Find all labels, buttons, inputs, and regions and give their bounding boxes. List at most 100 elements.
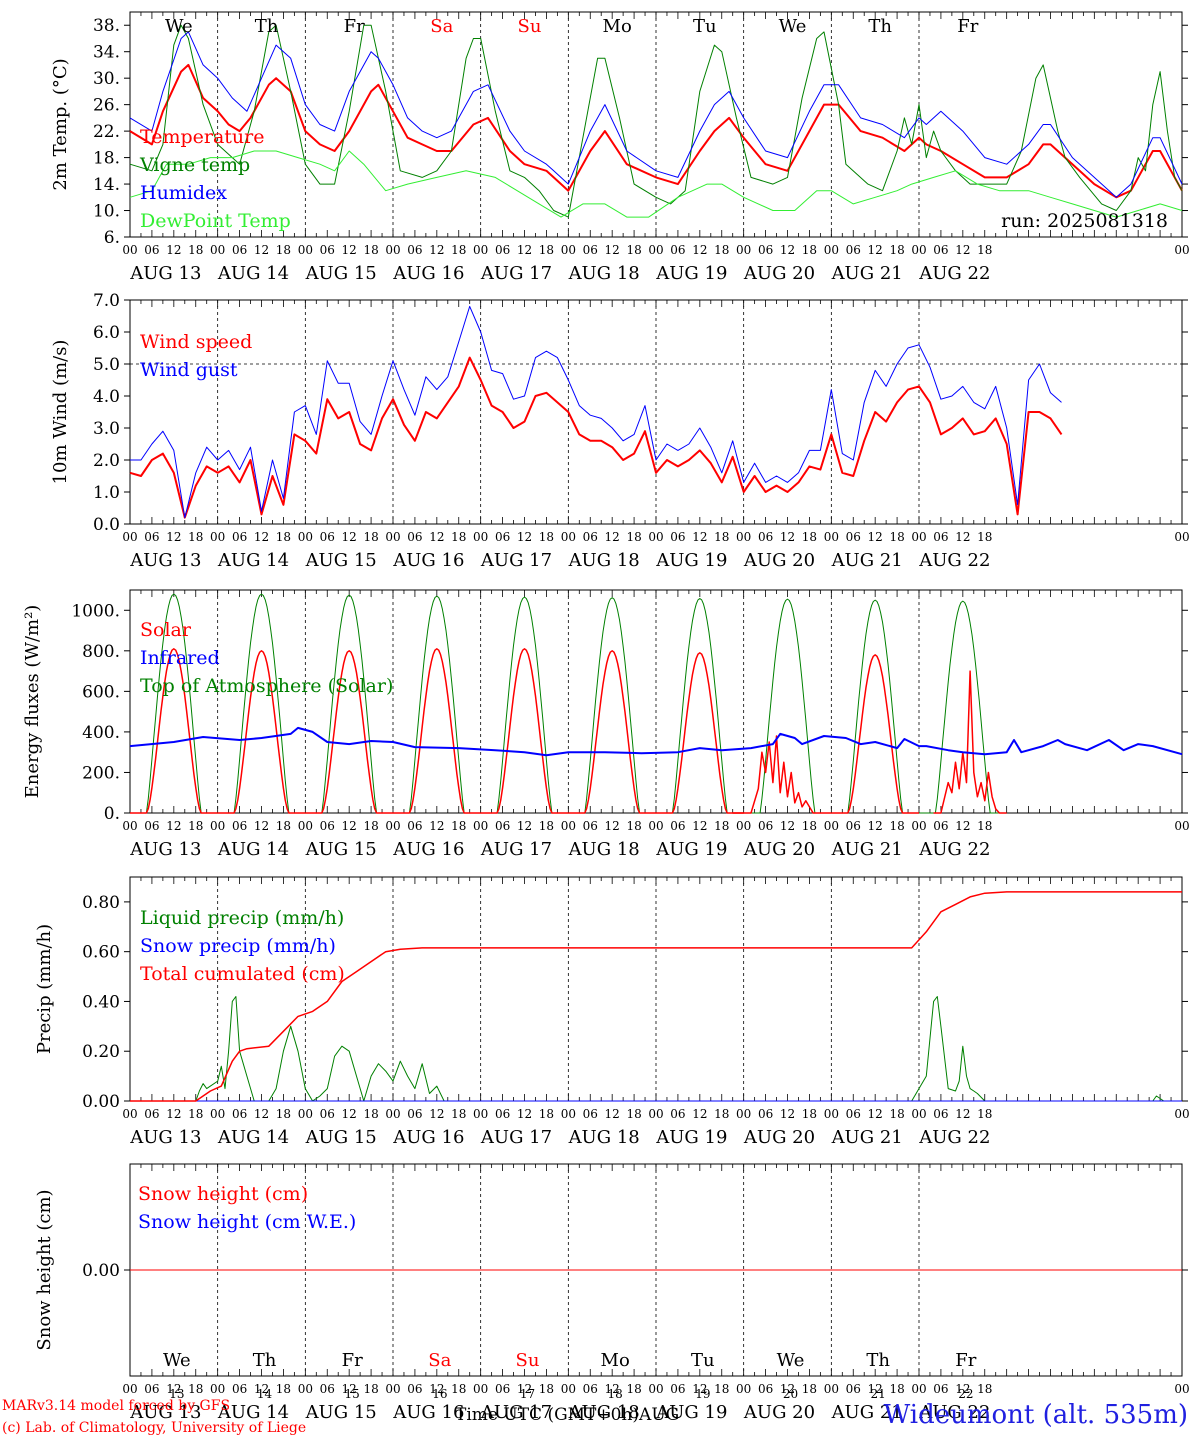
x-hour-tick-label: 12 xyxy=(342,530,357,544)
legend-entry-3: Total cumulated (cm) xyxy=(140,963,345,985)
x-hour-tick-label: 12 xyxy=(166,530,181,544)
x-hour-tick-label: 12 xyxy=(517,530,532,544)
toa-solar-line xyxy=(919,600,1007,814)
x-hour-tick-label: 12 xyxy=(692,530,707,544)
x-hour-tick-label: 12 xyxy=(955,243,970,257)
x-date-label: AUG 19 xyxy=(655,1127,727,1148)
x-hour-tick-label: 18 xyxy=(889,243,904,257)
x-hour-tick-label: 00 xyxy=(210,530,225,544)
day-of-week-label: Mo xyxy=(601,1350,630,1371)
x-hour-tick-label: 00 xyxy=(122,1382,137,1396)
day-of-week-label: We xyxy=(777,1350,805,1371)
x-hour-tick-label: 18 xyxy=(802,819,817,833)
x-hour-tick-label: 06 xyxy=(232,819,247,833)
x-hour-tick-label: 18 xyxy=(626,1382,641,1396)
day-of-week-label: Sa xyxy=(430,16,453,37)
x-date-label: AUG 17 xyxy=(480,550,552,571)
x-hour-tick-label: 00 xyxy=(561,243,576,257)
x-date-label: AUG 13 xyxy=(129,263,201,284)
y-tick-label: 0.60 xyxy=(82,943,120,963)
x-date-label: AUG 17 xyxy=(480,263,552,284)
x-hour-tick-label: 06 xyxy=(933,1107,948,1121)
x-hour-tick-label: 12 xyxy=(254,819,269,833)
x-hour-tick-label: 12 xyxy=(605,1382,620,1396)
run-label: run: 2025081318 xyxy=(1001,210,1168,232)
x-hour-tick-label: 06 xyxy=(583,1382,598,1396)
x-hour-tick-label: 00 xyxy=(648,243,663,257)
x-date-label: AUG 19 xyxy=(655,1402,727,1423)
x-hour-tick-label: 18 xyxy=(188,819,203,833)
x-date-label: AUG 22 xyxy=(918,550,990,571)
series-line-2 xyxy=(129,24,1183,218)
x-date-label: AUG 17 xyxy=(480,1402,552,1423)
x-hour-tick-label: 12 xyxy=(780,530,795,544)
x-date-label: AUG 13 xyxy=(129,839,201,860)
y-tick-label: 200. xyxy=(82,763,120,783)
x-date-label: AUG 20 xyxy=(743,839,815,860)
x-hour-tick-label: 12 xyxy=(254,1107,269,1121)
x-date-label: AUG 22 xyxy=(918,839,990,860)
day-of-week-label: Fr xyxy=(344,16,365,37)
x-hour-tick-label: 18 xyxy=(539,530,554,544)
x-hour-tick-label: 12 xyxy=(955,819,970,833)
day-of-week-label: Th xyxy=(253,1350,277,1371)
x-hour-tick-label: 12 xyxy=(517,1107,532,1121)
x-hour-tick-label: 18 xyxy=(714,819,729,833)
x-date-label: AUG 16 xyxy=(392,550,464,571)
x-axis-month: AUG xyxy=(639,1405,680,1425)
x-hour-tick-label: 18 xyxy=(714,1382,729,1396)
legend-entry-1: Liquid precip (mm/h) xyxy=(140,907,344,929)
x-date-label: AUG 20 xyxy=(743,1402,815,1423)
x-hour-tick-label: 06 xyxy=(933,819,948,833)
x-hour-tick-label: 06 xyxy=(846,1107,861,1121)
y-tick-label: 400. xyxy=(82,723,120,743)
x-hour-tick-label: 06 xyxy=(407,1382,422,1396)
x-hour-tick-label: 12 xyxy=(605,1107,620,1121)
y-tick-label: 6.0 xyxy=(93,323,120,343)
x-hour-tick-label: 00 xyxy=(385,819,400,833)
x-hour-tick-label: 06 xyxy=(670,819,685,833)
x-hour-tick-label: 06 xyxy=(144,819,159,833)
solar-line xyxy=(480,648,569,814)
x-axis-title: Time UTC (GMT+0h)AUG xyxy=(455,1405,679,1425)
x-hour-tick-label: 06 xyxy=(407,1107,422,1121)
x-hour-tick-label: 00 xyxy=(473,1107,488,1121)
day-number-label: 18 xyxy=(608,1387,623,1401)
x-hour-tick-label: 18 xyxy=(363,1107,378,1121)
x-hour-tick-label: 00 xyxy=(736,1382,751,1396)
y-tick-label: 10. xyxy=(93,202,120,222)
x-date-label: AUG 16 xyxy=(392,1402,464,1423)
x-hour-tick-label: 06 xyxy=(846,1382,861,1396)
x-date-label: AUG 21 xyxy=(831,550,903,571)
x-hour-tick-label: 12 xyxy=(692,819,707,833)
x-hour-tick-label: 00 xyxy=(648,1382,663,1396)
x-date-label: AUG 21 xyxy=(831,839,903,860)
x-hour-tick-label: 06 xyxy=(583,819,598,833)
x-hour-tick-label: 00 xyxy=(1174,1382,1189,1396)
x-hour-tick-label: 06 xyxy=(320,1107,335,1121)
x-hour-tick-label: 06 xyxy=(495,1107,510,1121)
solar-line xyxy=(305,650,393,814)
x-hour-tick-label: 12 xyxy=(254,1382,269,1396)
x-hour-tick-label: 06 xyxy=(320,1382,335,1396)
x-hour-tick-label: 00 xyxy=(122,819,137,833)
x-hour-tick-label: 06 xyxy=(583,530,598,544)
x-hour-tick-label: 00 xyxy=(1174,530,1189,544)
day-number-label: 20 xyxy=(783,1387,798,1401)
solar-line xyxy=(933,670,1007,814)
legend-entry-3: Humidex xyxy=(140,182,227,204)
x-hour-tick-label: 12 xyxy=(254,530,269,544)
x-date-label: AUG 18 xyxy=(568,1127,640,1148)
x-hour-tick-label: 18 xyxy=(188,1382,203,1396)
x-hour-tick-label: 06 xyxy=(933,243,948,257)
x-hour-tick-label: 12 xyxy=(517,819,532,833)
legend-entry-2: Vigne temp xyxy=(139,154,250,176)
day-of-week-label: Th xyxy=(868,16,892,37)
x-hour-tick-label: 00 xyxy=(122,530,137,544)
x-hour-tick-label: 00 xyxy=(385,1107,400,1121)
day-number-label: 13 xyxy=(169,1387,184,1401)
x-hour-tick-label: 00 xyxy=(824,819,839,833)
series-line-3 xyxy=(129,31,1183,198)
series-line-4 xyxy=(129,150,1183,218)
x-date-label: AUG 15 xyxy=(305,839,377,860)
